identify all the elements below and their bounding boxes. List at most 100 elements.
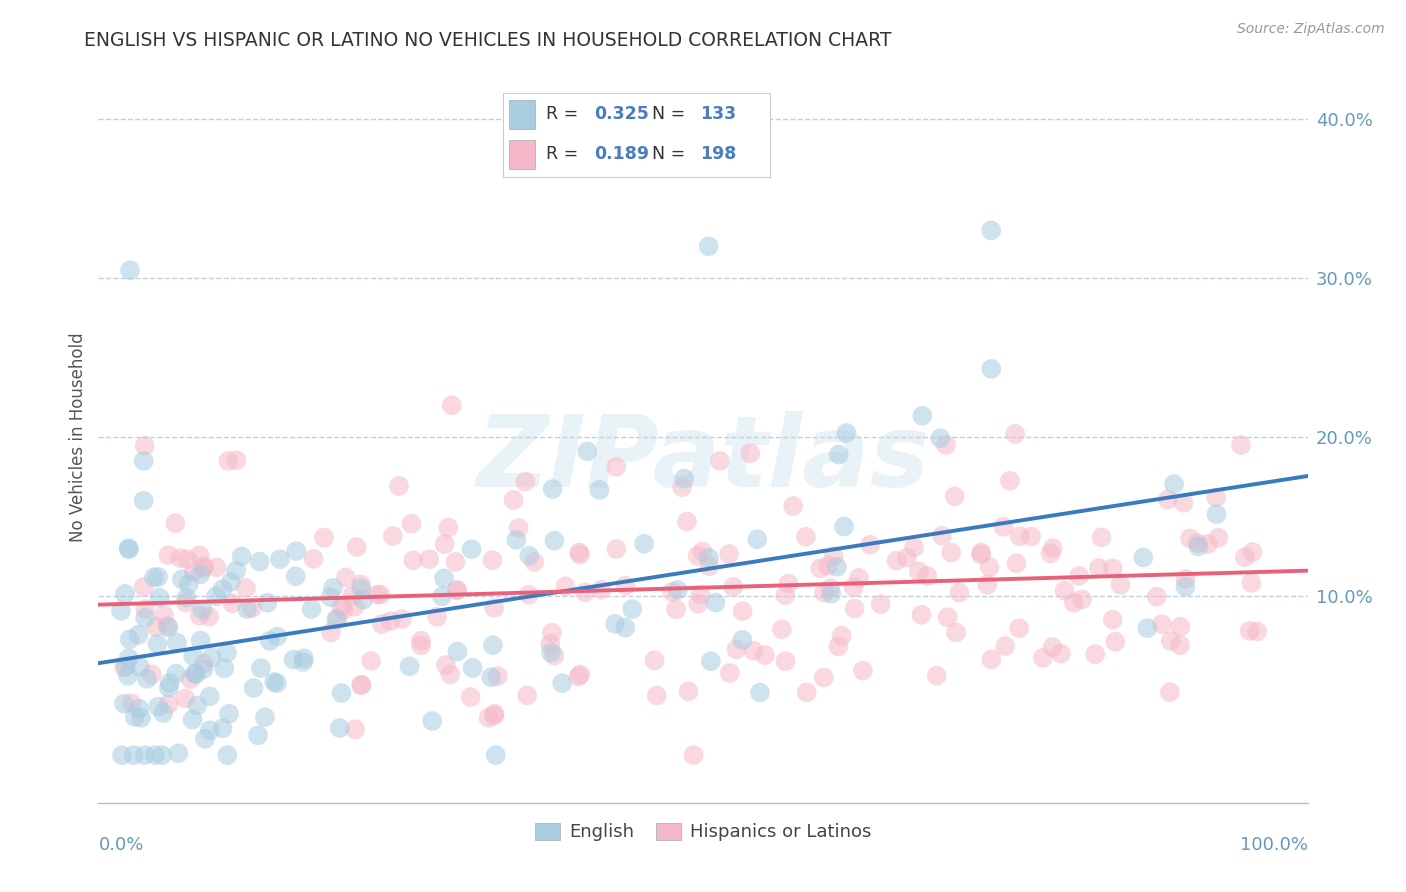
- Point: [614, 579, 637, 593]
- Point: [688, 597, 710, 611]
- Point: [621, 602, 644, 616]
- Point: [176, 552, 198, 566]
- Point: [943, 490, 966, 504]
- Point: [166, 635, 188, 649]
- Point: [110, 604, 132, 618]
- Point: [825, 559, 848, 574]
- Point: [554, 579, 576, 593]
- Point: [671, 480, 693, 494]
- Point: [284, 569, 307, 583]
- Point: [481, 553, 503, 567]
- Point: [828, 448, 851, 462]
- Point: [440, 398, 463, 412]
- Point: [460, 690, 482, 704]
- Point: [945, 625, 967, 640]
- Point: [346, 540, 368, 554]
- Point: [360, 654, 382, 668]
- Point: [128, 701, 150, 715]
- Point: [665, 602, 688, 616]
- Point: [437, 520, 460, 534]
- Point: [1160, 634, 1182, 648]
- Point: [152, 706, 174, 720]
- Point: [1208, 531, 1230, 545]
- Point: [936, 610, 959, 624]
- Point: [380, 614, 402, 628]
- Point: [461, 661, 484, 675]
- Point: [482, 601, 505, 615]
- Point: [269, 552, 291, 566]
- Point: [157, 620, 180, 634]
- Point: [148, 591, 170, 605]
- Point: [523, 555, 546, 569]
- Point: [266, 630, 288, 644]
- Point: [129, 711, 152, 725]
- Point: [551, 676, 574, 690]
- Point: [184, 667, 207, 681]
- Point: [1233, 550, 1256, 565]
- Point: [114, 587, 136, 601]
- Point: [994, 639, 1017, 653]
- Point: [742, 644, 765, 658]
- Point: [132, 454, 155, 468]
- Point: [170, 572, 193, 586]
- Point: [1088, 561, 1111, 575]
- Point: [112, 697, 135, 711]
- Point: [538, 637, 561, 651]
- Point: [484, 708, 506, 723]
- Point: [418, 552, 440, 566]
- Point: [704, 596, 727, 610]
- Point: [486, 669, 509, 683]
- Point: [479, 670, 502, 684]
- Point: [366, 588, 388, 602]
- Point: [1008, 621, 1031, 635]
- Point: [167, 746, 190, 760]
- Point: [188, 549, 211, 563]
- Point: [134, 602, 156, 616]
- Point: [326, 612, 349, 626]
- Point: [1173, 496, 1195, 510]
- Point: [193, 561, 215, 575]
- Point: [250, 661, 273, 675]
- Point: [218, 706, 240, 721]
- Point: [998, 474, 1021, 488]
- Point: [980, 652, 1002, 666]
- Point: [516, 688, 538, 702]
- Point: [1132, 550, 1154, 565]
- Point: [692, 544, 714, 558]
- Point: [142, 570, 165, 584]
- Point: [246, 728, 269, 742]
- Point: [541, 625, 564, 640]
- Point: [179, 672, 201, 686]
- Point: [588, 483, 610, 497]
- Point: [1168, 639, 1191, 653]
- Point: [322, 581, 344, 595]
- Point: [775, 588, 797, 602]
- Point: [1109, 578, 1132, 592]
- Point: [569, 548, 592, 562]
- Point: [134, 748, 156, 763]
- Point: [939, 546, 962, 560]
- Point: [118, 632, 141, 647]
- Point: [114, 659, 136, 673]
- Point: [159, 676, 181, 690]
- Point: [146, 570, 169, 584]
- Point: [235, 581, 257, 595]
- Point: [1050, 647, 1073, 661]
- Point: [188, 608, 211, 623]
- Point: [673, 472, 696, 486]
- Point: [150, 748, 173, 763]
- Point: [194, 731, 217, 746]
- Point: [283, 652, 305, 666]
- Point: [117, 541, 139, 556]
- Point: [935, 438, 957, 452]
- Point: [835, 425, 858, 440]
- Point: [256, 596, 278, 610]
- Point: [214, 661, 236, 675]
- Point: [1246, 624, 1268, 639]
- Point: [633, 537, 655, 551]
- Point: [193, 657, 215, 671]
- Point: [128, 660, 150, 674]
- Point: [718, 547, 741, 561]
- Point: [886, 554, 908, 568]
- Point: [117, 669, 139, 683]
